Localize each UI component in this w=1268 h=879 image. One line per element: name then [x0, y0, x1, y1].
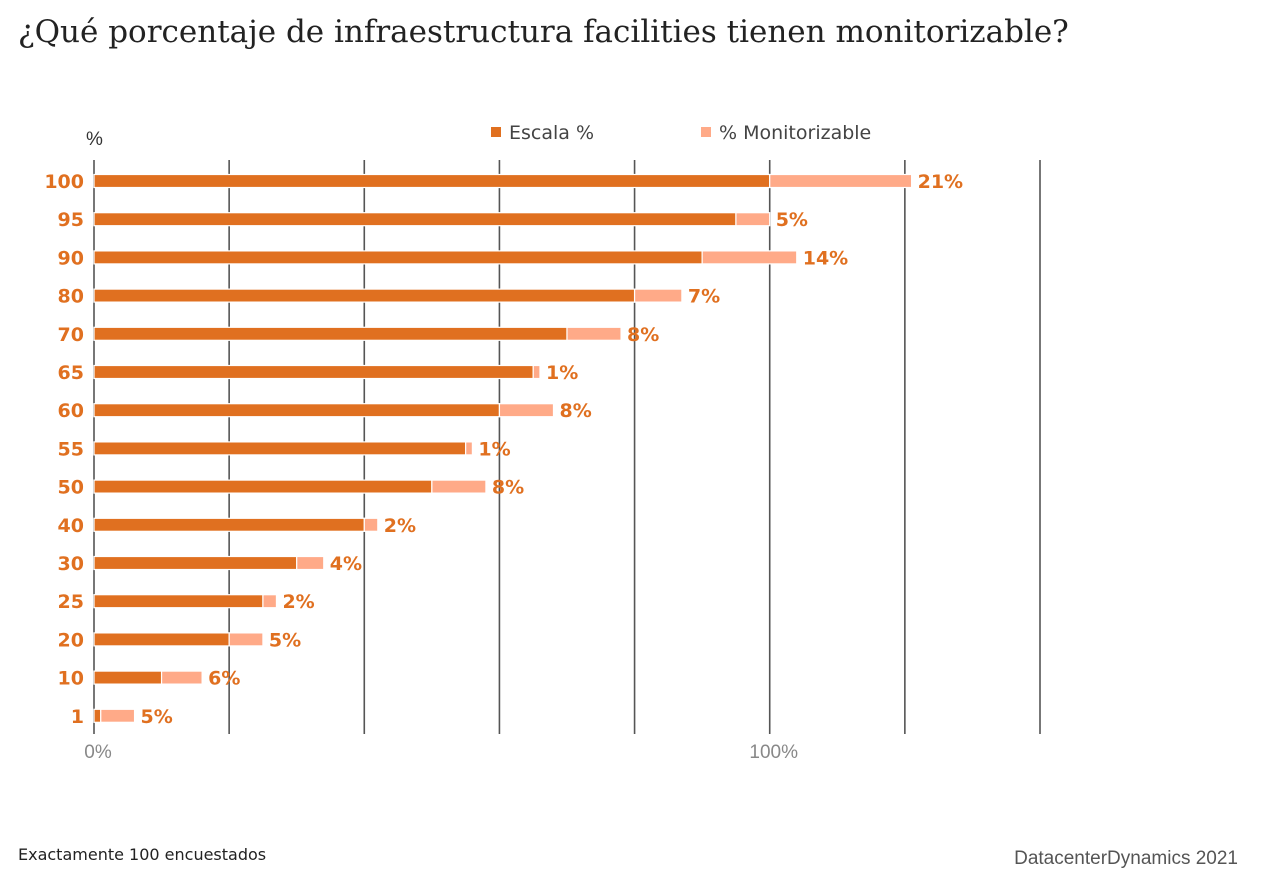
category-label-55: 55 — [58, 438, 84, 460]
data-label-1: 5% — [141, 706, 173, 728]
data-label-25: 2% — [282, 591, 314, 613]
bar-escala-60 — [93, 403, 501, 418]
bar-monitorizable-55 — [465, 441, 473, 456]
category-label-50: 50 — [58, 477, 84, 499]
bar-monitorizable-90 — [701, 250, 798, 265]
bar-escala-20 — [93, 632, 230, 647]
bar-monitorizable-40 — [363, 517, 379, 532]
legend-swatch-monitorizable — [701, 127, 711, 137]
category-label-60: 60 — [58, 400, 84, 422]
bar-monitorizable-100 — [769, 173, 913, 189]
category-label-95: 95 — [58, 209, 84, 231]
bar-escala-65 — [93, 364, 534, 380]
category-label-90: 90 — [58, 247, 84, 269]
category-label-20: 20 — [58, 629, 84, 651]
chart-title: ¿Qué porcentaje de infraestructura facil… — [18, 14, 1069, 50]
data-label-40: 2% — [384, 515, 416, 537]
source-credit: DatacenterDynamics 2021 — [1014, 848, 1238, 869]
data-labels: 21% 5% 14% 7% 8% 1% 8% 1% 8% 2% 4% 2% 5% 6% 5% — [141, 171, 964, 728]
data-label-70: 8% — [627, 324, 659, 346]
bar-escala-50 — [93, 479, 433, 494]
data-label-50: 8% — [492, 477, 524, 499]
data-label-90: 14% — [803, 247, 848, 269]
category-label-25: 25 — [58, 591, 84, 613]
category-label-70: 70 — [58, 324, 84, 346]
bar-monitorizable-25 — [262, 594, 278, 609]
bar-monitorizable-60 — [498, 403, 555, 418]
bar-monitorizable-70 — [566, 326, 622, 341]
y-axis-label: % — [86, 129, 103, 150]
data-label-55: 1% — [478, 438, 510, 460]
category-label-80: 80 — [58, 286, 84, 308]
category-label-10: 10 — [58, 668, 84, 690]
x-tick-label-0: 0% — [84, 742, 112, 763]
legend-label-monitorizable: % Monitorizable — [719, 122, 871, 144]
category-label-100: 100 — [44, 171, 84, 193]
category-label-30: 30 — [58, 553, 84, 575]
bar-escala-100 — [93, 173, 771, 189]
bar-monitorizable-65 — [532, 364, 541, 380]
bars — [93, 173, 913, 723]
category-label-40: 40 — [58, 515, 84, 537]
bar-escala-40 — [93, 517, 365, 532]
bar-monitorizable-30 — [296, 555, 325, 571]
bar-escala-95 — [93, 212, 737, 227]
x-tick-label-100: 100% — [749, 742, 798, 763]
bar-escala-10 — [93, 670, 163, 685]
category-label-1: 1 — [71, 706, 84, 728]
footnote: Exactamente 100 encuestados — [18, 845, 267, 864]
bar-escala-1 — [93, 708, 102, 723]
bar-escala-55 — [93, 441, 467, 456]
data-label-100: 21% — [918, 171, 963, 193]
bar-escala-80 — [93, 288, 636, 303]
bar-monitorizable-10 — [160, 670, 203, 685]
data-label-60: 8% — [559, 400, 591, 422]
x-tick-labels: 0% 100% — [84, 742, 798, 763]
data-label-30: 4% — [330, 553, 362, 575]
bar-escala-70 — [93, 326, 568, 341]
legend: Escala % % Monitorizable — [491, 122, 871, 144]
bar-monitorizable-1 — [100, 708, 136, 723]
legend-swatch-escala — [491, 127, 501, 137]
bar-monitorizable-20 — [228, 632, 264, 647]
bar-monitorizable-50 — [431, 479, 487, 494]
bar-escala-30 — [93, 555, 298, 571]
bar-escala-25 — [93, 594, 264, 609]
data-label-95: 5% — [776, 209, 808, 231]
data-label-65: 1% — [546, 362, 578, 384]
data-label-10: 6% — [208, 668, 240, 690]
legend-label-escala: Escala % — [509, 122, 594, 144]
bar-monitorizable-95 — [735, 212, 771, 227]
bar-monitorizable-80 — [633, 288, 683, 303]
category-label-65: 65 — [58, 362, 84, 384]
data-label-20: 5% — [269, 629, 301, 651]
category-labels: 100 95 90 80 70 65 60 55 50 40 30 25 20 10 1 — [44, 171, 84, 728]
bar-escala-90 — [93, 250, 703, 265]
data-label-80: 7% — [688, 286, 720, 308]
